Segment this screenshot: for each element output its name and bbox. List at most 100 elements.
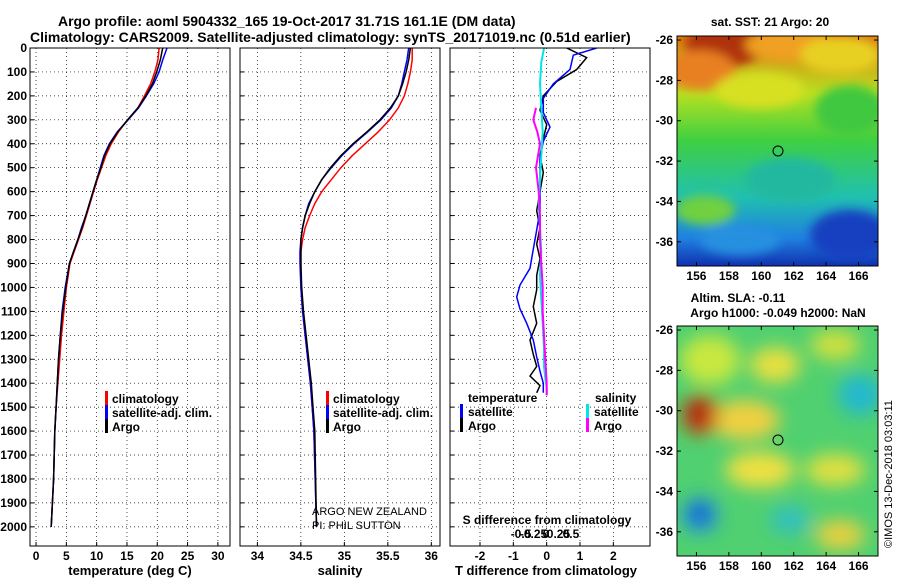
map-x-tick-label: 162	[784, 559, 804, 573]
x-tick-label: 15	[120, 549, 134, 563]
map-x-tick-label: 160	[751, 559, 771, 573]
map-x-tick-label: 166	[849, 559, 869, 573]
sla-peak-core	[690, 403, 706, 423]
difference-temperature-satellite-line	[515, 48, 597, 393]
map-x-tick-label: 162	[784, 269, 804, 283]
map-y-tick-label: -28	[656, 73, 674, 87]
temperature-x-label: temperature (deg C)	[68, 563, 192, 578]
map-y-tick-label: -28	[656, 363, 674, 377]
sla-low-patch	[770, 506, 810, 534]
copyright-stamp: ©IMOS 13-Dec-2018 03:03:11	[883, 400, 895, 548]
attribution-line1: ARGO NEW ZEALAND	[312, 506, 427, 518]
x-tick-label: 34	[251, 549, 265, 563]
sst-green-patch	[677, 195, 735, 225]
salinity-argo-line	[300, 48, 412, 527]
x-tick-label: -2	[475, 549, 486, 563]
y-tick-label: 1500	[0, 400, 27, 414]
temperature-argo-line	[50, 48, 164, 527]
sst-blue-patch	[700, 225, 780, 255]
y-tick-label: 1000	[0, 280, 27, 294]
map-y-tick-label: -36	[656, 235, 674, 249]
legend-climatology-swatch	[105, 391, 108, 405]
map-x-tick-label: 156	[686, 269, 706, 283]
sst-yellow-patch	[800, 37, 878, 73]
y-tick-label: 900	[7, 256, 27, 270]
sst-yellow-patch	[715, 72, 805, 108]
temperature-plot-frame	[29, 47, 231, 547]
x-tick-label: 10	[90, 549, 104, 563]
salinity-diff-tick-label: -0.25	[520, 527, 548, 541]
map-y-tick-label: -30	[656, 114, 674, 128]
sst-argo-marker	[772, 145, 784, 157]
difference-plot-frame	[449, 47, 651, 547]
salinity-diff-tick-label: 0.5	[563, 527, 580, 541]
x-tick-label: 36	[425, 549, 439, 563]
difference-x-label: T difference from climatology	[455, 563, 638, 578]
x-tick-label: 20	[151, 549, 165, 563]
map-x-tick-label: 164	[816, 559, 836, 573]
sla-argo-marker	[772, 434, 784, 446]
x-tick-label: 5	[63, 549, 70, 563]
difference-grid	[450, 47, 650, 546]
y-tick-label: 1300	[0, 352, 27, 366]
legend-argo-swatch	[326, 419, 329, 433]
y-tick-label: 1800	[0, 472, 27, 486]
temperature-grid	[30, 47, 230, 546]
difference-legend: temperature satellite Argo salinity sate…	[460, 391, 639, 433]
temperature-axis-ticks: 0100200300400500600700800900100011001200…	[0, 41, 225, 563]
sla-high-patch	[805, 454, 865, 486]
y-tick-label: 1900	[0, 496, 27, 510]
legend-climatology-label: climatology	[333, 392, 400, 406]
map-y-tick-label: -32	[656, 444, 674, 458]
map-y-tick-label: -34	[656, 484, 674, 498]
x-tick-label: 0	[543, 549, 550, 563]
sst-cyan-patch	[745, 158, 835, 202]
y-tick-label: 1600	[0, 424, 27, 438]
sst-green-patch	[815, 85, 878, 135]
sst-map-ticks: 156 158 160 162 164 166 -26 -28 -30 -32 -34 -36	[656, 33, 878, 283]
legend-salinity-title: salinity	[595, 391, 637, 405]
y-tick-label: 1400	[0, 376, 27, 390]
y-tick-label: 600	[7, 185, 27, 199]
legend-climatology-swatch	[326, 391, 329, 405]
salinity-diff-tick-label: 0.25	[547, 527, 571, 541]
sla-map-title: Altim. SLA: -0.11	[691, 291, 786, 305]
temperature-satellite-line	[50, 48, 168, 527]
difference-salinity-argo-line	[532, 107, 548, 396]
y-tick-label: 800	[7, 233, 27, 247]
legend-climatology-label: climatology	[112, 392, 179, 406]
x-tick-label: 35.5	[376, 549, 400, 563]
legend-argo-label: Argo	[333, 420, 361, 434]
y-tick-label: 100	[7, 65, 27, 79]
y-tick-label: 500	[7, 161, 27, 175]
sla-high-patch	[710, 400, 780, 440]
sla-high-patch	[680, 335, 740, 385]
temperature-panel: 0100200300400500600700800900100011001200…	[0, 41, 231, 578]
legend-sal-satellite-label: satellite	[594, 405, 639, 419]
map-y-tick-label: -30	[656, 404, 674, 418]
sla-high-patch	[725, 452, 795, 488]
legend-temperature-title: temperature	[468, 391, 538, 405]
x-tick-label: 1	[577, 549, 584, 563]
legend-satellite-label: satellite-adj. clim.	[333, 406, 433, 420]
sst-map-panel: sat. SST: 21 Argo: 20 156 158 160 162 164 166…	[656, 15, 879, 283]
legend-sal-argo-label: Argo	[594, 419, 622, 433]
legend-argo-label: Argo	[112, 420, 140, 434]
map-y-tick-label: -26	[656, 33, 674, 47]
map-x-tick-label: 164	[816, 269, 836, 283]
map-x-tick-label: 158	[719, 269, 739, 283]
y-tick-label: 1100	[1, 304, 27, 318]
salinity-plot-frame	[239, 47, 441, 547]
map-x-tick-label: 166	[849, 269, 869, 283]
y-tick-label: 2000	[0, 520, 27, 534]
figure-title-line1: Argo profile: aoml 5904332_165 19-Oct-20…	[58, 13, 516, 29]
difference-top-label: S difference from climatology	[463, 513, 632, 527]
x-tick-label: 25	[181, 549, 195, 563]
salinity-legend: climatology satellite-adj. clim. Argo	[326, 391, 433, 434]
x-tick-label: 2	[610, 549, 617, 563]
legend-satellite-swatch	[105, 405, 108, 419]
y-tick-label: 1700	[0, 448, 27, 462]
map-y-tick-label: -32	[656, 154, 674, 168]
legend-temp-argo-swatch	[460, 418, 463, 432]
map-x-tick-label: 160	[751, 269, 771, 283]
